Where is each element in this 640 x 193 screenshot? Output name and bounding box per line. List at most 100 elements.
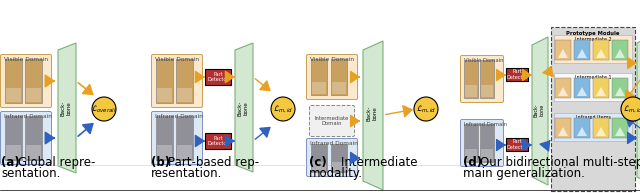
Text: $\mathcal{L}_{m,id}$: $\mathcal{L}_{m,id}$: [416, 103, 436, 115]
Polygon shape: [596, 87, 606, 96]
Polygon shape: [558, 127, 568, 136]
Text: resentation.: resentation.: [151, 167, 222, 180]
Text: Infrared Domain: Infrared Domain: [155, 114, 203, 119]
FancyBboxPatch shape: [152, 112, 202, 164]
Text: (a): (a): [1, 156, 20, 169]
Bar: [554, 113, 632, 141]
Bar: [480, 60, 494, 98]
Polygon shape: [235, 43, 253, 172]
Bar: [6, 88, 21, 102]
Polygon shape: [58, 43, 76, 173]
Text: Intermediate 1: Intermediate 1: [575, 75, 611, 80]
Bar: [176, 59, 193, 103]
Bar: [176, 116, 193, 160]
Bar: [506, 138, 528, 151]
Text: Part
Detector: Part Detector: [207, 136, 228, 146]
Text: main generalization.: main generalization.: [463, 167, 585, 180]
Text: modality.: modality.: [309, 167, 363, 180]
Bar: [157, 88, 172, 102]
Text: Visible Domain: Visible Domain: [155, 57, 199, 62]
Bar: [177, 145, 192, 159]
Polygon shape: [558, 87, 568, 96]
Bar: [612, 40, 628, 60]
Bar: [26, 145, 41, 159]
Text: Infrared Domain: Infrared Domain: [310, 141, 358, 146]
Bar: [465, 85, 477, 97]
Text: Intermediate: Intermediate: [326, 156, 417, 169]
Text: (b): (b): [151, 156, 170, 169]
Bar: [555, 78, 571, 98]
Polygon shape: [577, 127, 587, 136]
FancyBboxPatch shape: [152, 54, 202, 108]
Bar: [554, 73, 632, 101]
Polygon shape: [363, 41, 383, 190]
Text: Back-
bone: Back- bone: [237, 100, 248, 116]
Text: Visible Domain: Visible Domain: [4, 57, 48, 62]
Text: Intermediate
Domain: Intermediate Domain: [315, 116, 349, 126]
Bar: [312, 82, 326, 94]
Bar: [5, 116, 22, 160]
Bar: [311, 59, 327, 95]
Bar: [574, 118, 590, 138]
Text: Back-
bone: Back- bone: [367, 105, 378, 121]
Circle shape: [271, 97, 295, 121]
Polygon shape: [615, 127, 625, 136]
FancyBboxPatch shape: [1, 54, 51, 108]
Polygon shape: [615, 87, 625, 96]
Text: Part
Detector: Part Detector: [506, 69, 528, 80]
Text: Intermediate 2: Intermediate 2: [575, 37, 611, 42]
FancyBboxPatch shape: [461, 56, 504, 102]
Bar: [177, 88, 192, 102]
Text: Visible Domain: Visible Domain: [310, 57, 354, 62]
Bar: [481, 85, 493, 97]
Bar: [156, 116, 173, 160]
Bar: [331, 144, 347, 172]
Text: (c): (c): [309, 156, 327, 169]
Text: Infrared Items: Infrared Items: [575, 115, 611, 120]
Text: Back-
bone: Back- bone: [61, 100, 72, 116]
Polygon shape: [577, 49, 587, 58]
Bar: [574, 78, 590, 98]
Bar: [464, 60, 478, 98]
Text: Visible Domain: Visible Domain: [464, 58, 504, 63]
Bar: [554, 35, 632, 63]
Circle shape: [621, 97, 640, 121]
Bar: [465, 149, 477, 161]
Bar: [25, 116, 42, 160]
Polygon shape: [615, 49, 625, 58]
Polygon shape: [558, 49, 568, 58]
FancyBboxPatch shape: [307, 139, 358, 177]
Text: (d): (d): [463, 156, 482, 169]
Polygon shape: [577, 87, 587, 96]
Bar: [26, 88, 41, 102]
Text: Part-based rep-: Part-based rep-: [168, 156, 259, 169]
Text: Our bidirectional multi-step do-: Our bidirectional multi-step do-: [480, 156, 640, 169]
Bar: [311, 144, 327, 172]
FancyBboxPatch shape: [310, 106, 355, 136]
Bar: [205, 133, 231, 149]
Text: Infrared Domain: Infrared Domain: [464, 122, 507, 127]
Text: $\mathcal{L}_{m,id}$: $\mathcal{L}_{m,id}$: [273, 103, 293, 115]
FancyBboxPatch shape: [551, 27, 635, 191]
Text: sentation.: sentation.: [1, 167, 60, 180]
Bar: [332, 82, 346, 94]
Bar: [6, 145, 21, 159]
Text: Infrared Domain: Infrared Domain: [4, 114, 52, 119]
Bar: [312, 162, 326, 171]
Bar: [612, 118, 628, 138]
FancyBboxPatch shape: [461, 119, 504, 167]
Text: Back-
bone: Back- bone: [639, 103, 640, 117]
Text: $\mathcal{L}_{overall}$: $\mathcal{L}_{overall}$: [92, 103, 116, 115]
Bar: [5, 59, 22, 103]
Text: Global repre-: Global repre-: [18, 156, 95, 169]
Bar: [506, 68, 528, 81]
Polygon shape: [532, 37, 548, 185]
Bar: [593, 40, 609, 60]
Circle shape: [414, 97, 438, 121]
Text: Part
Detector: Part Detector: [207, 72, 228, 82]
Bar: [464, 124, 478, 162]
Bar: [157, 145, 172, 159]
Bar: [593, 78, 609, 98]
Polygon shape: [637, 35, 640, 185]
Bar: [481, 149, 493, 161]
